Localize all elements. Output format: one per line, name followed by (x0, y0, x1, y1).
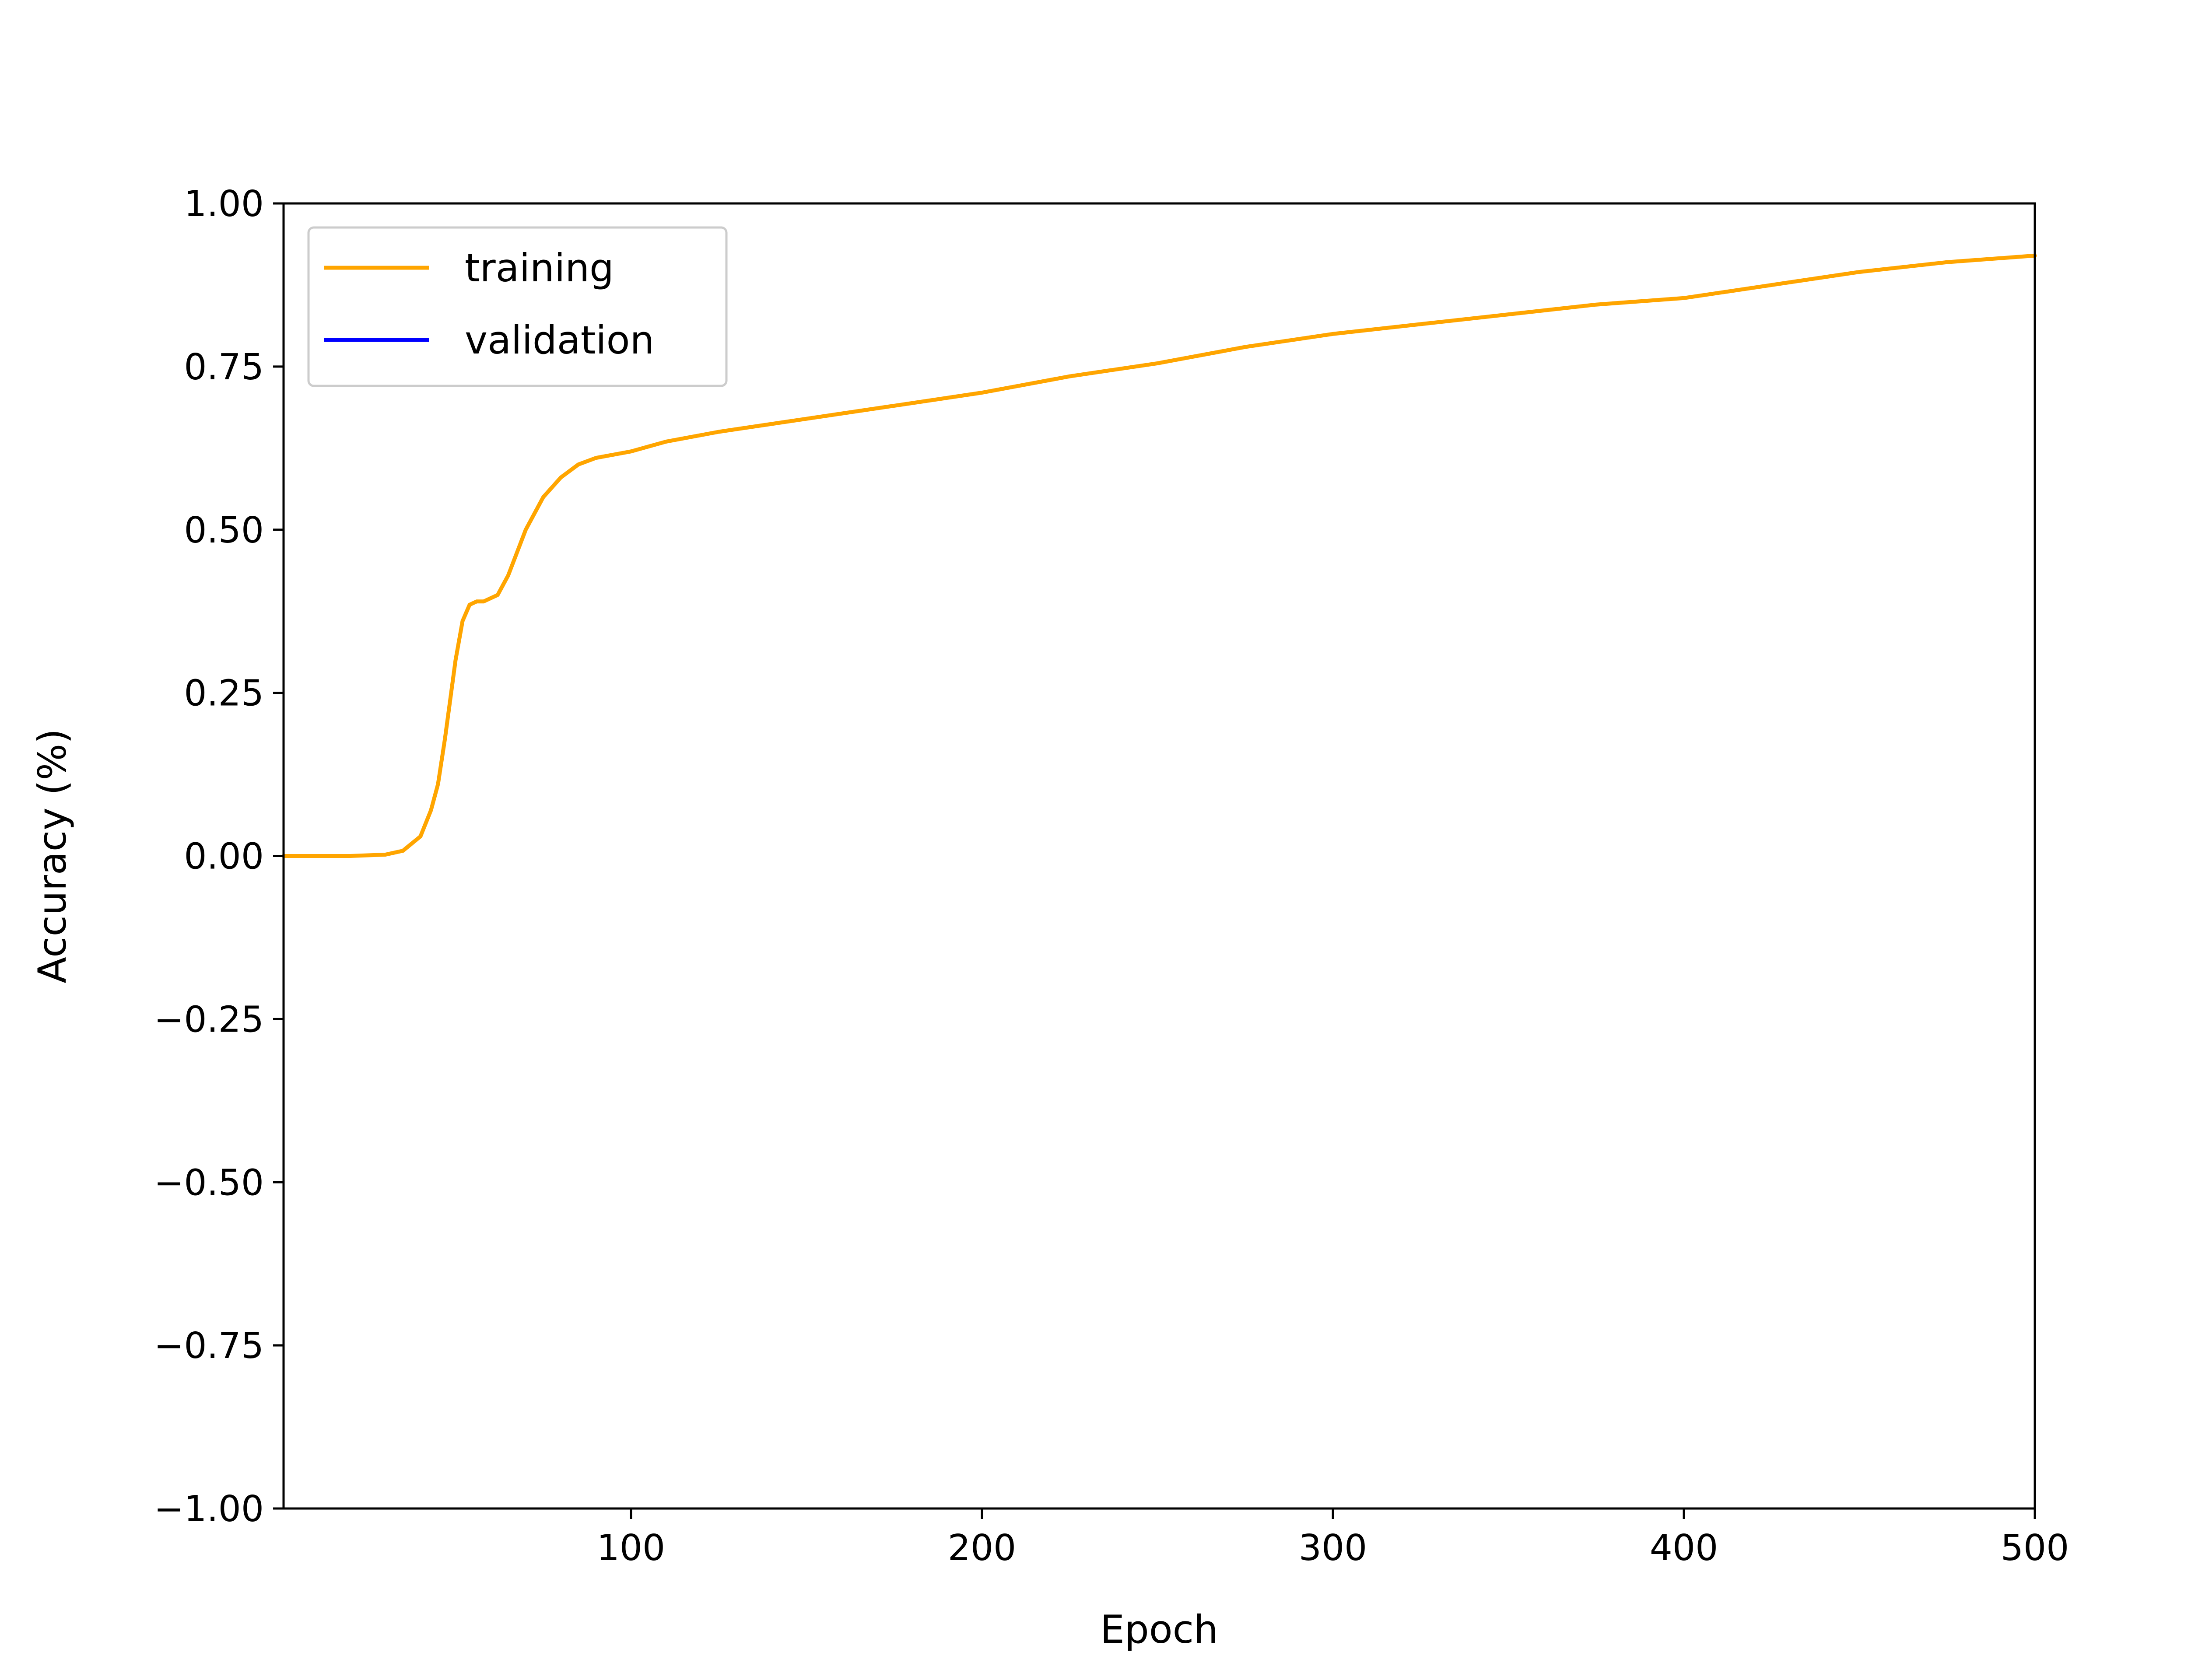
x-tick-label: 300 (1299, 1527, 1368, 1569)
x-tick-label: 400 (1650, 1527, 1718, 1569)
x-tick-label: 500 (2001, 1527, 2069, 1569)
legend: training validation (307, 226, 728, 387)
y-tick-label: 0.25 (184, 673, 264, 714)
x-axis-label: Epoch (1100, 1607, 1218, 1652)
y-tick-label: 0.00 (184, 836, 264, 878)
y-tick-label: 0.50 (184, 510, 264, 551)
y-tick-label: −0.50 (154, 1162, 264, 1204)
legend-label-validation: validation (465, 318, 654, 363)
y-tick-label: −1.00 (154, 1488, 264, 1530)
y-tick-label: 1.00 (184, 183, 264, 225)
legend-label-training: training (465, 245, 614, 290)
plot-area (281, 253, 2037, 858)
x-tick-label: 100 (597, 1527, 666, 1569)
plot-frame (282, 202, 2036, 1510)
y-tick-label: −0.75 (154, 1325, 264, 1367)
series-line-training (281, 253, 2037, 858)
y-axis-label: Accuracy (%) (30, 728, 75, 983)
x-tick-label: 200 (948, 1527, 1017, 1569)
y-tick-label: 0.75 (184, 346, 264, 388)
y-tick-label: −0.25 (154, 999, 264, 1040)
axis-ticks: −1.00 −0.75 −0.50 −0.25 0.00 0.25 0.50 0.75 1.00… (154, 183, 2069, 1569)
